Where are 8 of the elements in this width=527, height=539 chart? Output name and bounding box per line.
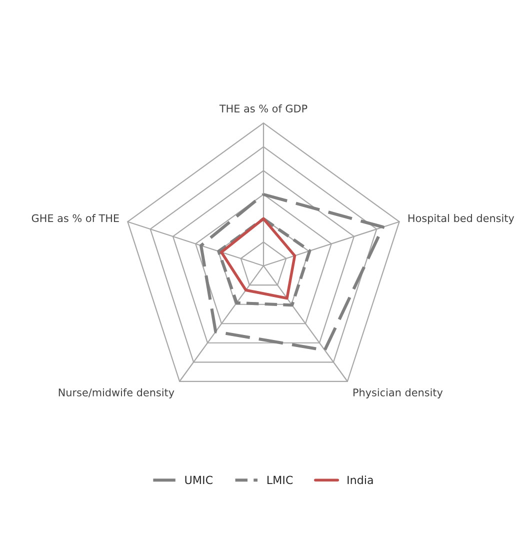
legend-label: LMIC (267, 476, 293, 484)
spoke-label: THE as % of GDP (219, 104, 308, 112)
legend-label: India (348, 476, 373, 484)
spoke-label: Physician density (353, 388, 443, 398)
spoke-label: GHE as % of THE (32, 214, 119, 222)
legend-label: UMIC (185, 476, 212, 484)
spoke-label: Nurse/midwife density (58, 388, 174, 398)
spoke-label: Hospital bed density (408, 214, 514, 224)
